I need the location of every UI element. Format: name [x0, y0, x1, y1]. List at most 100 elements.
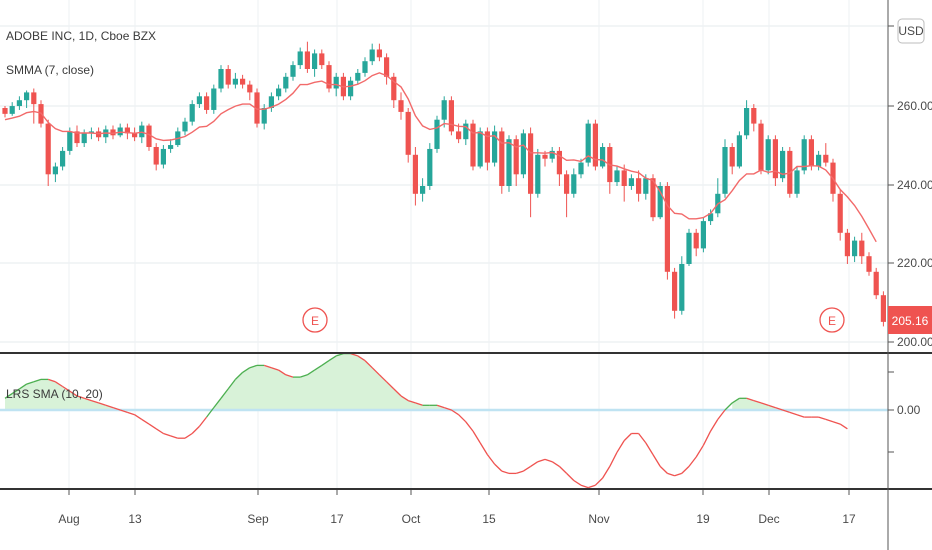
- candle: [513, 135, 519, 186]
- candle-body: [650, 178, 656, 218]
- candle: [837, 189, 843, 241]
- lrs-segment: [242, 367, 251, 373]
- candle-body: [852, 240, 858, 257]
- candle: [700, 217, 706, 253]
- lrs-segment: [163, 432, 171, 437]
- lrs-segment: [55, 381, 63, 388]
- candle-body: [499, 131, 505, 186]
- candle: [758, 119, 764, 175]
- lrs-segment: [558, 465, 568, 474]
- candle-body: [571, 174, 577, 194]
- lrs-segment: [594, 477, 604, 486]
- candle: [693, 228, 699, 257]
- lrs-segment: [264, 364, 272, 369]
- lrs-segment: [141, 418, 150, 425]
- candle-body: [261, 108, 267, 124]
- candle-body: [542, 154, 548, 159]
- candle: [297, 47, 303, 69]
- lrs-segment: [724, 402, 733, 411]
- lrs-segment: [91, 399, 99, 404]
- lrs-segment: [551, 461, 560, 467]
- candle: [204, 92, 210, 114]
- candle-body: [9, 106, 15, 114]
- candle: [492, 125, 498, 167]
- lrs-segment: [307, 369, 315, 376]
- candle-body: [736, 135, 742, 167]
- candle: [146, 123, 152, 151]
- lrs-segment: [84, 397, 92, 402]
- candle: [765, 135, 771, 175]
- candle: [823, 143, 829, 167]
- lrs-segment: [516, 470, 524, 475]
- candle: [124, 123, 130, 140]
- lrs-segment: [393, 388, 402, 397]
- candle: [672, 267, 678, 319]
- earnings-marker-2[interactable]: E: [819, 307, 845, 333]
- x-tick-label-1: 13: [128, 512, 142, 526]
- candle-body: [722, 147, 728, 194]
- earnings-marker-1[interactable]: E: [302, 307, 328, 333]
- candle: [110, 125, 116, 140]
- candle: [218, 65, 224, 93]
- grid-lines: [0, 0, 888, 489]
- candle: [240, 74, 246, 89]
- candle: [398, 92, 404, 120]
- candle-body: [160, 148, 166, 165]
- candle-body: [333, 76, 339, 89]
- lrs-segment: [249, 364, 258, 369]
- candle: [2, 106, 8, 118]
- candle-body: [808, 139, 814, 167]
- candle-body: [484, 131, 490, 163]
- candle-body: [240, 78, 246, 85]
- lrs-segment: [688, 456, 697, 467]
- lrs-segment: [753, 399, 762, 404]
- candle: [369, 43, 375, 66]
- lrs-segment: [62, 385, 71, 392]
- candle-body: [765, 139, 771, 171]
- smma-line: [4, 72, 877, 243]
- candle: [168, 139, 174, 153]
- candle-body: [297, 51, 303, 66]
- candle-body: [686, 232, 692, 264]
- lrs-segment: [98, 402, 107, 406]
- candle-body: [780, 150, 786, 179]
- lrs-segment: [4, 393, 13, 399]
- lrs-segment: [206, 407, 215, 418]
- candle: [196, 92, 202, 108]
- lrs-segment: [76, 395, 85, 399]
- candle: [362, 57, 368, 77]
- lrs-segment: [134, 414, 143, 420]
- candle-body: [45, 123, 51, 175]
- candle-body: [268, 96, 274, 108]
- candle-body: [16, 100, 22, 107]
- lrs-segment: [69, 390, 78, 397]
- candle-body: [24, 92, 30, 101]
- candle-body: [628, 178, 634, 186]
- candle: [74, 125, 80, 147]
- candle-body: [319, 53, 325, 66]
- candle: [225, 65, 231, 89]
- candle-body: [247, 84, 253, 93]
- lrs-segment: [415, 402, 423, 406]
- lrs-segment: [760, 402, 769, 406]
- lrs-segment: [300, 374, 308, 378]
- candle: [564, 170, 570, 218]
- candle-body: [621, 170, 627, 186]
- candle: [189, 100, 195, 126]
- candle-body: [636, 178, 642, 194]
- candle: [535, 148, 541, 198]
- candle: [391, 72, 397, 108]
- lrs-fill-region: [5, 379, 113, 410]
- candle-body: [168, 145, 174, 149]
- candle-body: [146, 125, 152, 147]
- lrs-segment: [645, 442, 654, 455]
- candle-body: [427, 148, 433, 186]
- candle-body: [700, 221, 706, 249]
- candle: [283, 72, 289, 93]
- currency-button[interactable]: USD: [897, 18, 925, 44]
- lrs-segment: [674, 472, 683, 477]
- x-tick-label-9: 17: [842, 512, 856, 526]
- lrs-segment: [26, 381, 34, 385]
- price-badge: 205.16: [888, 306, 932, 334]
